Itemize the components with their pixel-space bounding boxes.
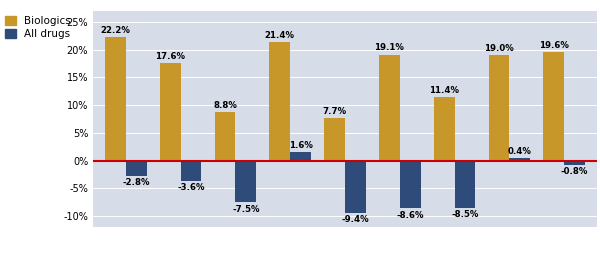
Text: -3.6%: -3.6% (178, 183, 205, 192)
Text: 1.6%: 1.6% (289, 141, 313, 150)
Text: 22.2%: 22.2% (101, 26, 130, 35)
Text: NB: NB (338, 244, 352, 253)
Text: -8.6%: -8.6% (397, 211, 424, 220)
Text: 8.8%: 8.8% (213, 101, 237, 109)
Bar (105, 37, 126, 161)
Text: AB: AB (119, 244, 133, 253)
Text: 19.1%: 19.1% (374, 43, 404, 52)
Text: ON: ON (283, 244, 298, 253)
Text: Total*: Total* (550, 244, 579, 253)
Bar (290, 152, 311, 161)
Bar (215, 112, 235, 161)
Text: -0.8%: -0.8% (561, 167, 588, 176)
Bar (160, 63, 181, 161)
Text: PEI: PEI (446, 244, 463, 253)
Bar (564, 161, 585, 165)
Text: -9.4%: -9.4% (341, 215, 369, 224)
Text: -2.8%: -2.8% (122, 178, 150, 187)
Text: 7.7%: 7.7% (323, 107, 347, 116)
Bar (235, 161, 256, 202)
Text: 17.6%: 17.6% (155, 52, 185, 61)
Bar (455, 161, 475, 208)
Bar (181, 161, 202, 181)
Bar (509, 158, 530, 161)
Text: -7.5%: -7.5% (232, 204, 260, 214)
Text: 21.4%: 21.4% (265, 31, 295, 40)
Text: SK: SK (174, 244, 187, 253)
Bar (379, 55, 400, 161)
Bar (488, 55, 509, 161)
Bar (400, 161, 421, 208)
Bar (324, 118, 345, 161)
Bar (544, 52, 564, 161)
Text: 19.0%: 19.0% (484, 44, 514, 53)
Bar (345, 161, 366, 213)
Text: 0.4%: 0.4% (508, 147, 532, 156)
Text: 11.4%: 11.4% (429, 86, 459, 95)
Text: Public drug plan: Public drug plan (6, 244, 89, 253)
Bar (126, 161, 146, 176)
Text: NS: NS (393, 244, 407, 253)
Bar (434, 97, 455, 161)
Text: -8.5%: -8.5% (451, 210, 479, 219)
Text: MB: MB (227, 244, 244, 253)
Text: NIHB: NIHB (497, 244, 522, 253)
Bar (269, 42, 290, 161)
Legend: Biologics, All drugs: Biologics, All drugs (5, 16, 71, 39)
Text: 19.6%: 19.6% (539, 41, 569, 49)
